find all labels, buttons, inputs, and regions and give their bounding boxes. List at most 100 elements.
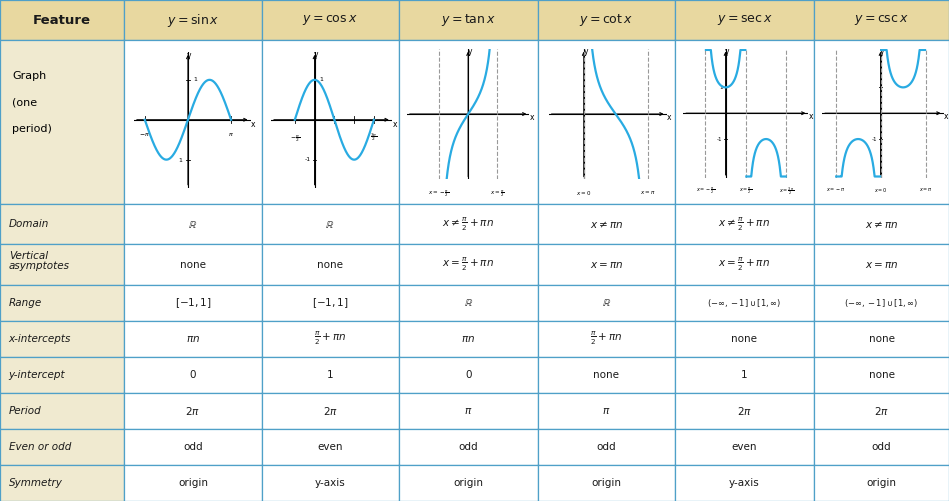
Text: Symmetry: Symmetry bbox=[9, 478, 63, 488]
Text: odd: odd bbox=[597, 442, 616, 452]
Text: $x=\pi$: $x=\pi$ bbox=[919, 185, 933, 192]
Text: Even or odd: Even or odd bbox=[9, 442, 71, 452]
Text: $\mathbb{R}$: $\mathbb{R}$ bbox=[326, 218, 335, 229]
Text: $x=\frac{3\pi}{2}$: $x=\frac{3\pi}{2}$ bbox=[778, 185, 794, 197]
Text: y: y bbox=[880, 47, 884, 56]
Text: $x=-\frac{\pi}{2}$: $x=-\frac{\pi}{2}$ bbox=[428, 188, 450, 199]
Text: asymptotes: asymptotes bbox=[9, 261, 69, 271]
Text: x: x bbox=[667, 113, 672, 122]
Text: 1: 1 bbox=[326, 370, 333, 380]
Text: none: none bbox=[732, 334, 757, 344]
Text: $x \neq \frac{\pi}{2} + \pi n$: $x \neq \frac{\pi}{2} + \pi n$ bbox=[718, 215, 771, 232]
Text: $x=\pi$: $x=\pi$ bbox=[640, 188, 655, 195]
Text: $\mathbb{R}$: $\mathbb{R}$ bbox=[464, 298, 473, 309]
Text: $\mathbb{R}$: $\mathbb{R}$ bbox=[602, 298, 611, 309]
Text: 1: 1 bbox=[719, 85, 722, 90]
Text: $[-1, 1]$: $[-1, 1]$ bbox=[312, 296, 348, 310]
Text: origin: origin bbox=[591, 478, 622, 488]
Text: Vertical: Vertical bbox=[9, 250, 47, 261]
Text: $\pi n$: $\pi n$ bbox=[461, 334, 475, 344]
Text: $\pi$: $\pi$ bbox=[464, 406, 473, 416]
Text: y-intercept: y-intercept bbox=[9, 370, 65, 380]
Text: origin: origin bbox=[178, 478, 208, 488]
Text: x: x bbox=[392, 120, 397, 129]
Text: y: y bbox=[725, 47, 730, 56]
Text: $x = \frac{\pi}{2} + \pi n$: $x = \frac{\pi}{2} + \pi n$ bbox=[718, 256, 771, 273]
Text: -1: -1 bbox=[305, 157, 311, 162]
Text: $2\pi$: $2\pi$ bbox=[323, 405, 338, 417]
Text: y: y bbox=[584, 47, 588, 56]
Text: $[-1, 1]$: $[-1, 1]$ bbox=[175, 296, 212, 310]
Text: $y = \sec x$: $y = \sec x$ bbox=[716, 13, 772, 27]
Text: $\frac{3\pi}{2}$: $\frac{3\pi}{2}$ bbox=[370, 131, 378, 143]
Text: even: even bbox=[732, 442, 757, 452]
Text: y: y bbox=[468, 47, 473, 56]
Text: $y = \cot x$: $y = \cot x$ bbox=[579, 12, 633, 28]
Text: none: none bbox=[868, 370, 895, 380]
Text: period): period) bbox=[12, 124, 52, 134]
Text: Domain: Domain bbox=[9, 219, 49, 229]
Text: $x \neq \pi n$: $x \neq \pi n$ bbox=[589, 218, 623, 229]
Text: $x=\frac{\pi}{2}$: $x=\frac{\pi}{2}$ bbox=[490, 188, 505, 199]
Text: $x=-\frac{\pi}{2}$: $x=-\frac{\pi}{2}$ bbox=[696, 185, 715, 196]
Text: $-\frac{\pi}{2}$: $-\frac{\pi}{2}$ bbox=[289, 133, 300, 144]
Text: $y = \sin x$: $y = \sin x$ bbox=[167, 12, 219, 29]
Text: $2\pi$: $2\pi$ bbox=[185, 405, 200, 417]
Text: none: none bbox=[180, 260, 206, 270]
Text: $\pi n$: $\pi n$ bbox=[186, 334, 200, 344]
Text: 0: 0 bbox=[190, 370, 196, 380]
Text: $x=0$: $x=0$ bbox=[576, 188, 591, 196]
Text: y-axis: y-axis bbox=[729, 478, 760, 488]
Text: none: none bbox=[593, 370, 620, 380]
Text: Feature: Feature bbox=[33, 14, 91, 27]
Text: y-axis: y-axis bbox=[315, 478, 345, 488]
Text: even: even bbox=[317, 442, 343, 452]
Text: $x \neq \frac{\pi}{2} + \pi n$: $x \neq \frac{\pi}{2} + \pi n$ bbox=[442, 215, 494, 232]
Text: $1$: $1$ bbox=[178, 156, 183, 164]
Text: x: x bbox=[530, 113, 534, 122]
Text: none: none bbox=[868, 334, 895, 344]
Text: $x=0$: $x=0$ bbox=[874, 185, 887, 193]
Text: $x=\frac{\pi}{2}$: $x=\frac{\pi}{2}$ bbox=[739, 185, 753, 196]
Text: $\mathbb{R}$: $\mathbb{R}$ bbox=[189, 218, 197, 229]
Text: odd: odd bbox=[458, 442, 478, 452]
Text: $x=-\pi$: $x=-\pi$ bbox=[826, 185, 846, 192]
Text: x-intercepts: x-intercepts bbox=[9, 334, 71, 344]
Text: $(-\infty, -1] \cup [1, \infty)$: $(-\infty, -1] \cup [1, \infty)$ bbox=[845, 297, 919, 309]
Text: -1: -1 bbox=[717, 137, 722, 142]
Text: x: x bbox=[809, 112, 813, 121]
Text: $y = \csc x$: $y = \csc x$ bbox=[854, 13, 909, 27]
Text: (one: (one bbox=[12, 98, 38, 108]
Text: $x = \frac{\pi}{2} + \pi n$: $x = \frac{\pi}{2} + \pi n$ bbox=[442, 256, 494, 273]
Text: $(-\infty, -1] \cup [1, \infty)$: $(-\infty, -1] \cup [1, \infty)$ bbox=[707, 297, 782, 309]
Text: Graph: Graph bbox=[12, 72, 47, 82]
Text: 1: 1 bbox=[320, 77, 324, 82]
Text: $x = \pi n$: $x = \pi n$ bbox=[589, 260, 623, 270]
Text: y: y bbox=[313, 50, 318, 59]
Text: $\frac{\pi}{2} + \pi n$: $\frac{\pi}{2} + \pi n$ bbox=[590, 330, 623, 347]
Text: $\frac{\pi}{2} + \pi n$: $\frac{\pi}{2} + \pi n$ bbox=[314, 330, 346, 347]
Text: origin: origin bbox=[454, 478, 483, 488]
Text: Period: Period bbox=[9, 406, 42, 416]
Text: 1: 1 bbox=[194, 77, 197, 82]
Text: 1: 1 bbox=[741, 370, 748, 380]
Text: origin: origin bbox=[866, 478, 897, 488]
Text: odd: odd bbox=[872, 442, 891, 452]
Text: y: y bbox=[187, 52, 192, 61]
Text: -1: -1 bbox=[872, 137, 878, 142]
Text: $-\pi$: $-\pi$ bbox=[140, 131, 150, 138]
Text: $y = \cos x$: $y = \cos x$ bbox=[302, 13, 358, 27]
Text: $\pi$: $\pi$ bbox=[602, 406, 610, 416]
Text: $2\pi$: $2\pi$ bbox=[874, 405, 889, 417]
Text: $x = \pi n$: $x = \pi n$ bbox=[865, 260, 898, 270]
Text: x: x bbox=[251, 120, 255, 129]
Text: none: none bbox=[317, 260, 343, 270]
Text: $\pi$: $\pi$ bbox=[228, 131, 234, 138]
Text: odd: odd bbox=[183, 442, 203, 452]
Text: $x \neq \pi n$: $x \neq \pi n$ bbox=[865, 218, 898, 229]
Text: $2\pi$: $2\pi$ bbox=[737, 405, 752, 417]
Text: x: x bbox=[944, 112, 949, 121]
Text: 0: 0 bbox=[465, 370, 472, 380]
Text: Range: Range bbox=[9, 298, 42, 308]
Text: $y = \tan x$: $y = \tan x$ bbox=[440, 12, 495, 28]
